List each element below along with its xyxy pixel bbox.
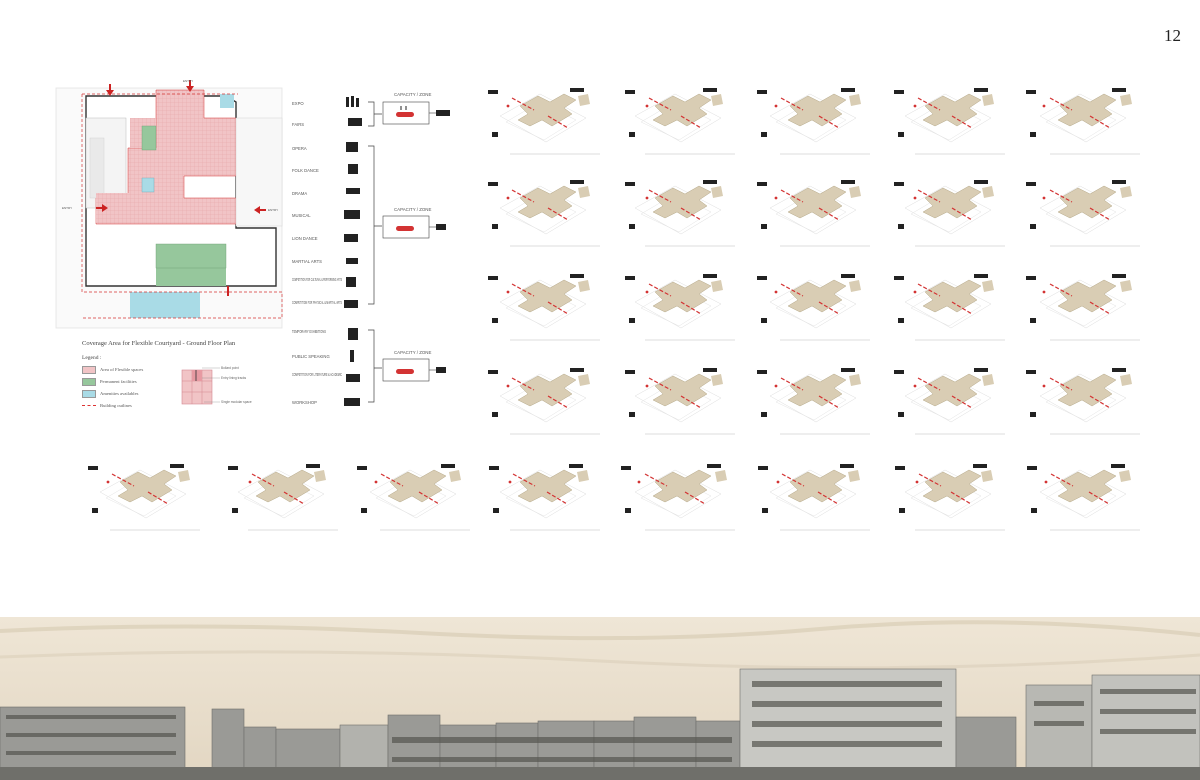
entry-label-left: ENTRY — [62, 206, 72, 210]
crowd-icon — [436, 367, 446, 373]
scenario-diagram — [885, 262, 1007, 344]
scenario-diagram — [885, 168, 1007, 250]
scenario-diagram — [480, 168, 602, 250]
legend-label: Area of Flexible spaces — [100, 367, 144, 372]
scenario-diagram — [80, 452, 202, 534]
scenario-diagram — [615, 262, 737, 344]
scenario-diagram — [750, 356, 872, 438]
crowd-icon — [436, 110, 450, 116]
performer-icons — [344, 142, 360, 308]
activity-label: COMPETITION FOR PHYSICAL & MARTIAL ARTS — [292, 300, 342, 305]
capacity-label: CAPACITY / ZONE — [394, 207, 431, 212]
legend-item-flexible: Area of Flexible spaces — [82, 364, 182, 375]
legend-swatch — [82, 377, 96, 386]
module-grid-inset: Bollard point Entry lining tracks Single… — [174, 366, 264, 410]
legend-title: Legend : — [82, 355, 102, 361]
scenario-diagram — [1020, 452, 1142, 534]
scenario-diagram — [885, 452, 1007, 534]
legend-swatch — [82, 365, 96, 374]
activity-label: COMPETITION FOR LITERATURE & ACADEMIC — [292, 372, 342, 377]
plan-legend: Area of Flexible spaces Permanent facili… — [82, 364, 182, 412]
scenario-diagram — [350, 452, 472, 534]
scenario-diagram — [750, 76, 872, 158]
ground-floor-plan: ENTRY ENTRY ENTRY — [46, 78, 296, 338]
scenario-diagram — [1020, 356, 1142, 438]
activity-label: PUBLIC SPEAKING — [292, 354, 330, 359]
legend-item-outline: Building outlines — [82, 400, 182, 411]
scenario-diagram — [480, 356, 602, 438]
activity-label: WORKSHOP — [292, 400, 317, 405]
activity-label: MUSICAL — [292, 213, 311, 218]
scenario-diagram — [1020, 262, 1142, 344]
scenario-diagram — [480, 76, 602, 158]
legend-item-amenities: Amenities availables — [82, 388, 182, 399]
scenario-diagram — [1020, 168, 1142, 250]
legend-dashed-line — [82, 405, 96, 406]
capacity-label: CAPACITY / ZONE — [394, 350, 431, 355]
scenario-diagram — [615, 452, 737, 534]
activity-capacity-chart: EXPO FAIRS CAPACITY / ZONE OPERA FOLK DA… — [286, 84, 454, 416]
scenario-diagram — [480, 452, 602, 534]
scenario-diagram — [750, 262, 872, 344]
activity-label: OPERA — [292, 146, 307, 151]
activity-label: LION DANCE — [292, 236, 318, 241]
scenario-diagram — [480, 262, 602, 344]
legend-swatch — [82, 389, 96, 398]
scenario-diagram — [1020, 76, 1142, 158]
grid-note-tracks: Entry lining tracks — [221, 376, 247, 380]
activity-label: FOLK DANCE — [292, 168, 319, 173]
people-icon — [346, 96, 362, 126]
entry-label-top: ENTRY — [183, 79, 193, 83]
scenario-diagram — [750, 168, 872, 250]
scenario-diagram — [615, 76, 737, 158]
scenario-diagram — [615, 356, 737, 438]
grid-note-bollard: Bollard point — [221, 366, 239, 370]
legend-label: Amenities availables — [100, 391, 139, 396]
streetscape-photo-strip — [0, 617, 1200, 780]
activity-label: EXPO — [292, 101, 304, 106]
activity-label: FAIRS — [292, 122, 304, 127]
activity-label: DRAMA — [292, 191, 307, 196]
entry-label-right: ENTRY — [268, 208, 278, 212]
speaker-icons — [344, 328, 360, 406]
legend-item-permanent: Permanent facilities — [82, 376, 182, 387]
scenario-diagram — [218, 452, 340, 534]
scenario-diagram — [885, 356, 1007, 438]
crowd-icon — [436, 224, 446, 230]
scenario-diagram — [885, 76, 1007, 158]
scenario-diagram — [615, 168, 737, 250]
activity-label: TEMPORARY EXHIBITIONS — [292, 329, 326, 334]
grid-note-module: Single modular space — [221, 400, 252, 404]
legend-label: Permanent facilities — [100, 379, 137, 384]
capacity-label: CAPACITY / ZONE — [394, 92, 431, 97]
activity-label: MARTIAL ARTS — [292, 259, 322, 264]
activity-label: COMPETITION FOR CULTURAL & PERFORMING AR… — [292, 277, 342, 282]
page-number: 12 — [1164, 26, 1181, 45]
legend-label: Building outlines — [100, 403, 132, 408]
scenario-diagram — [750, 452, 872, 534]
plan-caption: Coverage Area for Flexible Courtyard - G… — [82, 340, 236, 347]
